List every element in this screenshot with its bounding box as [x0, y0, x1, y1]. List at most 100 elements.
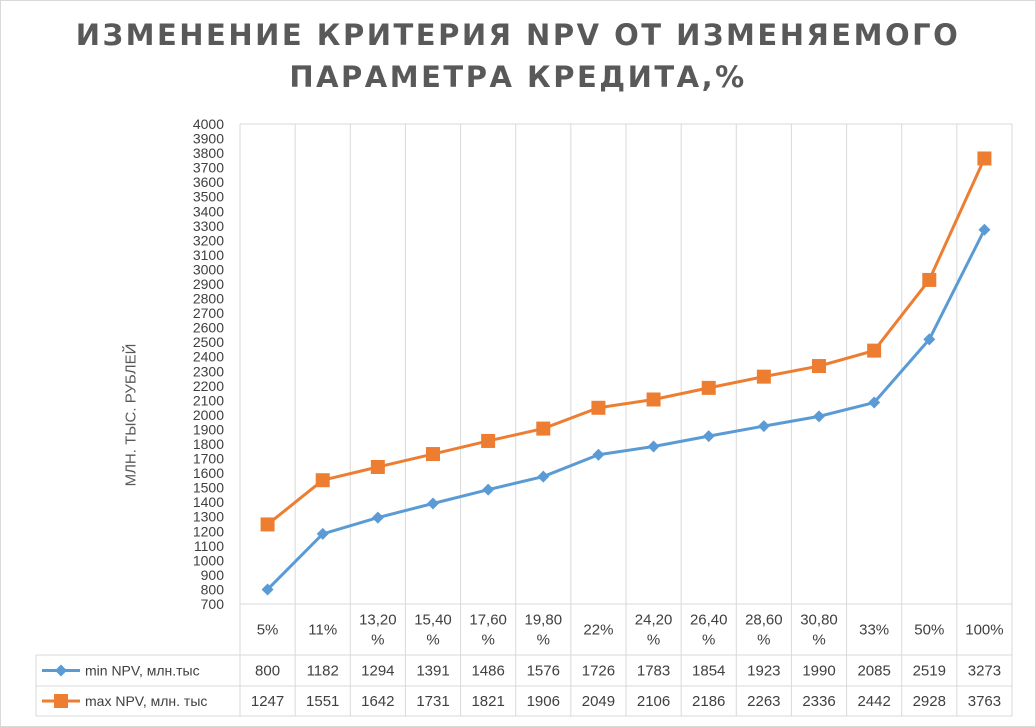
chart-title: ИЗМЕНЕНИЕ КРИТЕРИЯ NPV ОТ ИЗМЕНЯЕМОГО ПА…: [0, 14, 1036, 98]
legend-series-name: min NPV, млн.тыс: [85, 663, 200, 679]
min-npv-point: [371, 511, 384, 524]
x-category-label-text: 33%: [859, 622, 889, 639]
y-tick-label: 2100: [193, 392, 224, 408]
table-value: 3763: [968, 693, 1001, 710]
max-npv-point: [646, 392, 661, 407]
y-tick-label: 2400: [193, 349, 224, 365]
table-value: 2049: [582, 693, 615, 710]
x-category-label-line: 30,80: [800, 612, 838, 629]
table-value: 2263: [747, 693, 780, 710]
max-npv-point: [756, 369, 771, 384]
y-tick-label: 3800: [193, 145, 224, 161]
x-category-label-line: %: [757, 632, 770, 649]
table-value: 1642: [361, 693, 394, 710]
table-value: 1247: [251, 693, 284, 710]
y-tick-label: 2700: [193, 305, 224, 321]
x-category-label-line: %: [481, 632, 494, 649]
x-category-label-line: %: [702, 632, 715, 649]
x-category-label: 24,20%: [635, 612, 673, 649]
x-category-label: 11%: [308, 622, 337, 639]
x-category-label: 33%: [859, 622, 889, 639]
y-tick-label: 3300: [193, 218, 224, 234]
y-tick-label: 1700: [193, 451, 224, 467]
x-category-label-text: 50%: [914, 622, 944, 639]
legend-key-marker: [54, 694, 68, 708]
x-category-label-text: 22%: [583, 622, 613, 639]
x-category-label: 50%: [914, 622, 944, 639]
max-npv-point: [591, 400, 606, 415]
legend-key-marker: [55, 664, 67, 677]
series-line-max-npv: [266, 157, 986, 526]
y-tick-label: 2200: [193, 378, 224, 394]
x-category-label-line: 19,80: [525, 612, 563, 629]
series-line-min-npv: [266, 229, 986, 591]
table-value: 1294: [361, 663, 394, 680]
table-value: 2519: [913, 663, 946, 680]
x-category-label-text: 11%: [308, 622, 337, 639]
max-npv-point: [481, 433, 496, 448]
table-value: 2928: [913, 693, 946, 710]
y-tick-label: 3100: [193, 247, 224, 263]
table-value: 1182: [307, 663, 339, 680]
y-tick-label: 3900: [193, 131, 224, 147]
y-tick-label: 3000: [193, 261, 224, 277]
series-lines: [260, 151, 992, 596]
x-category-label-line: %: [371, 632, 384, 649]
y-tick-label: 2300: [193, 363, 224, 379]
table-value: 1990: [802, 663, 835, 680]
chart-title-line-2: ПАРАМЕТРА КРЕДИТА,%: [289, 60, 747, 94]
x-category-label-line: 15,40: [414, 612, 452, 629]
y-tick-label: 3600: [193, 174, 224, 190]
y-tick-label: 1600: [193, 465, 224, 481]
x-category-label: 15,40%: [414, 612, 452, 649]
x-category-label-line: %: [537, 632, 550, 649]
y-tick-label: 1300: [193, 509, 224, 525]
min-npv-point: [427, 497, 439, 510]
table-value: 1854: [692, 663, 725, 680]
x-category-label-text: 5%: [257, 622, 279, 639]
table-value: 1551: [306, 693, 339, 710]
y-tick-label: 700: [201, 596, 225, 612]
legend-series-name: max NPV, млн. тыс: [85, 693, 207, 709]
y-tick-labels: 7008009001000110012001300140015001600170…: [193, 116, 224, 612]
table-value: 1923: [747, 663, 780, 680]
max-npv-point: [536, 421, 551, 436]
min-npv-point: [316, 527, 329, 540]
max-npv-point: [922, 272, 937, 287]
y-tick-label: 900: [201, 567, 225, 583]
table-value: 1391: [416, 663, 449, 680]
x-category-label: 30,80%: [800, 612, 838, 649]
x-category-label: 100%: [965, 622, 1003, 639]
min-npv-point: [757, 420, 770, 433]
min-npv-point: [647, 440, 660, 453]
y-tick-label: 3200: [193, 232, 224, 248]
x-category-label: 17,60%: [469, 612, 507, 649]
table-value: 1821: [471, 693, 504, 710]
min-npv-point: [868, 396, 881, 409]
x-category-label-line: 24,20: [635, 612, 673, 629]
max-npv-point: [701, 380, 716, 395]
x-category-label: 22%: [583, 622, 613, 639]
y-tick-label: 800: [201, 581, 225, 597]
x-category-label: 19,80%: [525, 612, 563, 649]
table-value: 1906: [527, 693, 560, 710]
x-category-label-line: %: [812, 632, 825, 649]
table-value: 1486: [471, 663, 504, 680]
table-value: 2336: [802, 693, 835, 710]
x-category-label-line: 13,20: [359, 612, 397, 629]
x-category-label-line: 28,60: [745, 612, 783, 629]
min-npv-point: [813, 410, 825, 423]
y-tick-label: 2600: [193, 320, 224, 336]
y-tick-label: 1500: [193, 480, 224, 496]
x-category-label: 26,40%: [690, 612, 728, 649]
y-tick-label: 1000: [193, 552, 224, 568]
y-tick-label: 2900: [193, 276, 224, 292]
max-npv-point: [426, 447, 440, 462]
table-value: 2442: [857, 693, 890, 710]
x-category-label-line: %: [647, 632, 660, 649]
y-tick-label: 1400: [193, 494, 224, 510]
y-tick-label: 2800: [193, 291, 224, 307]
max-npv-point: [977, 151, 992, 166]
x-category-label-text: 100%: [965, 622, 1003, 639]
